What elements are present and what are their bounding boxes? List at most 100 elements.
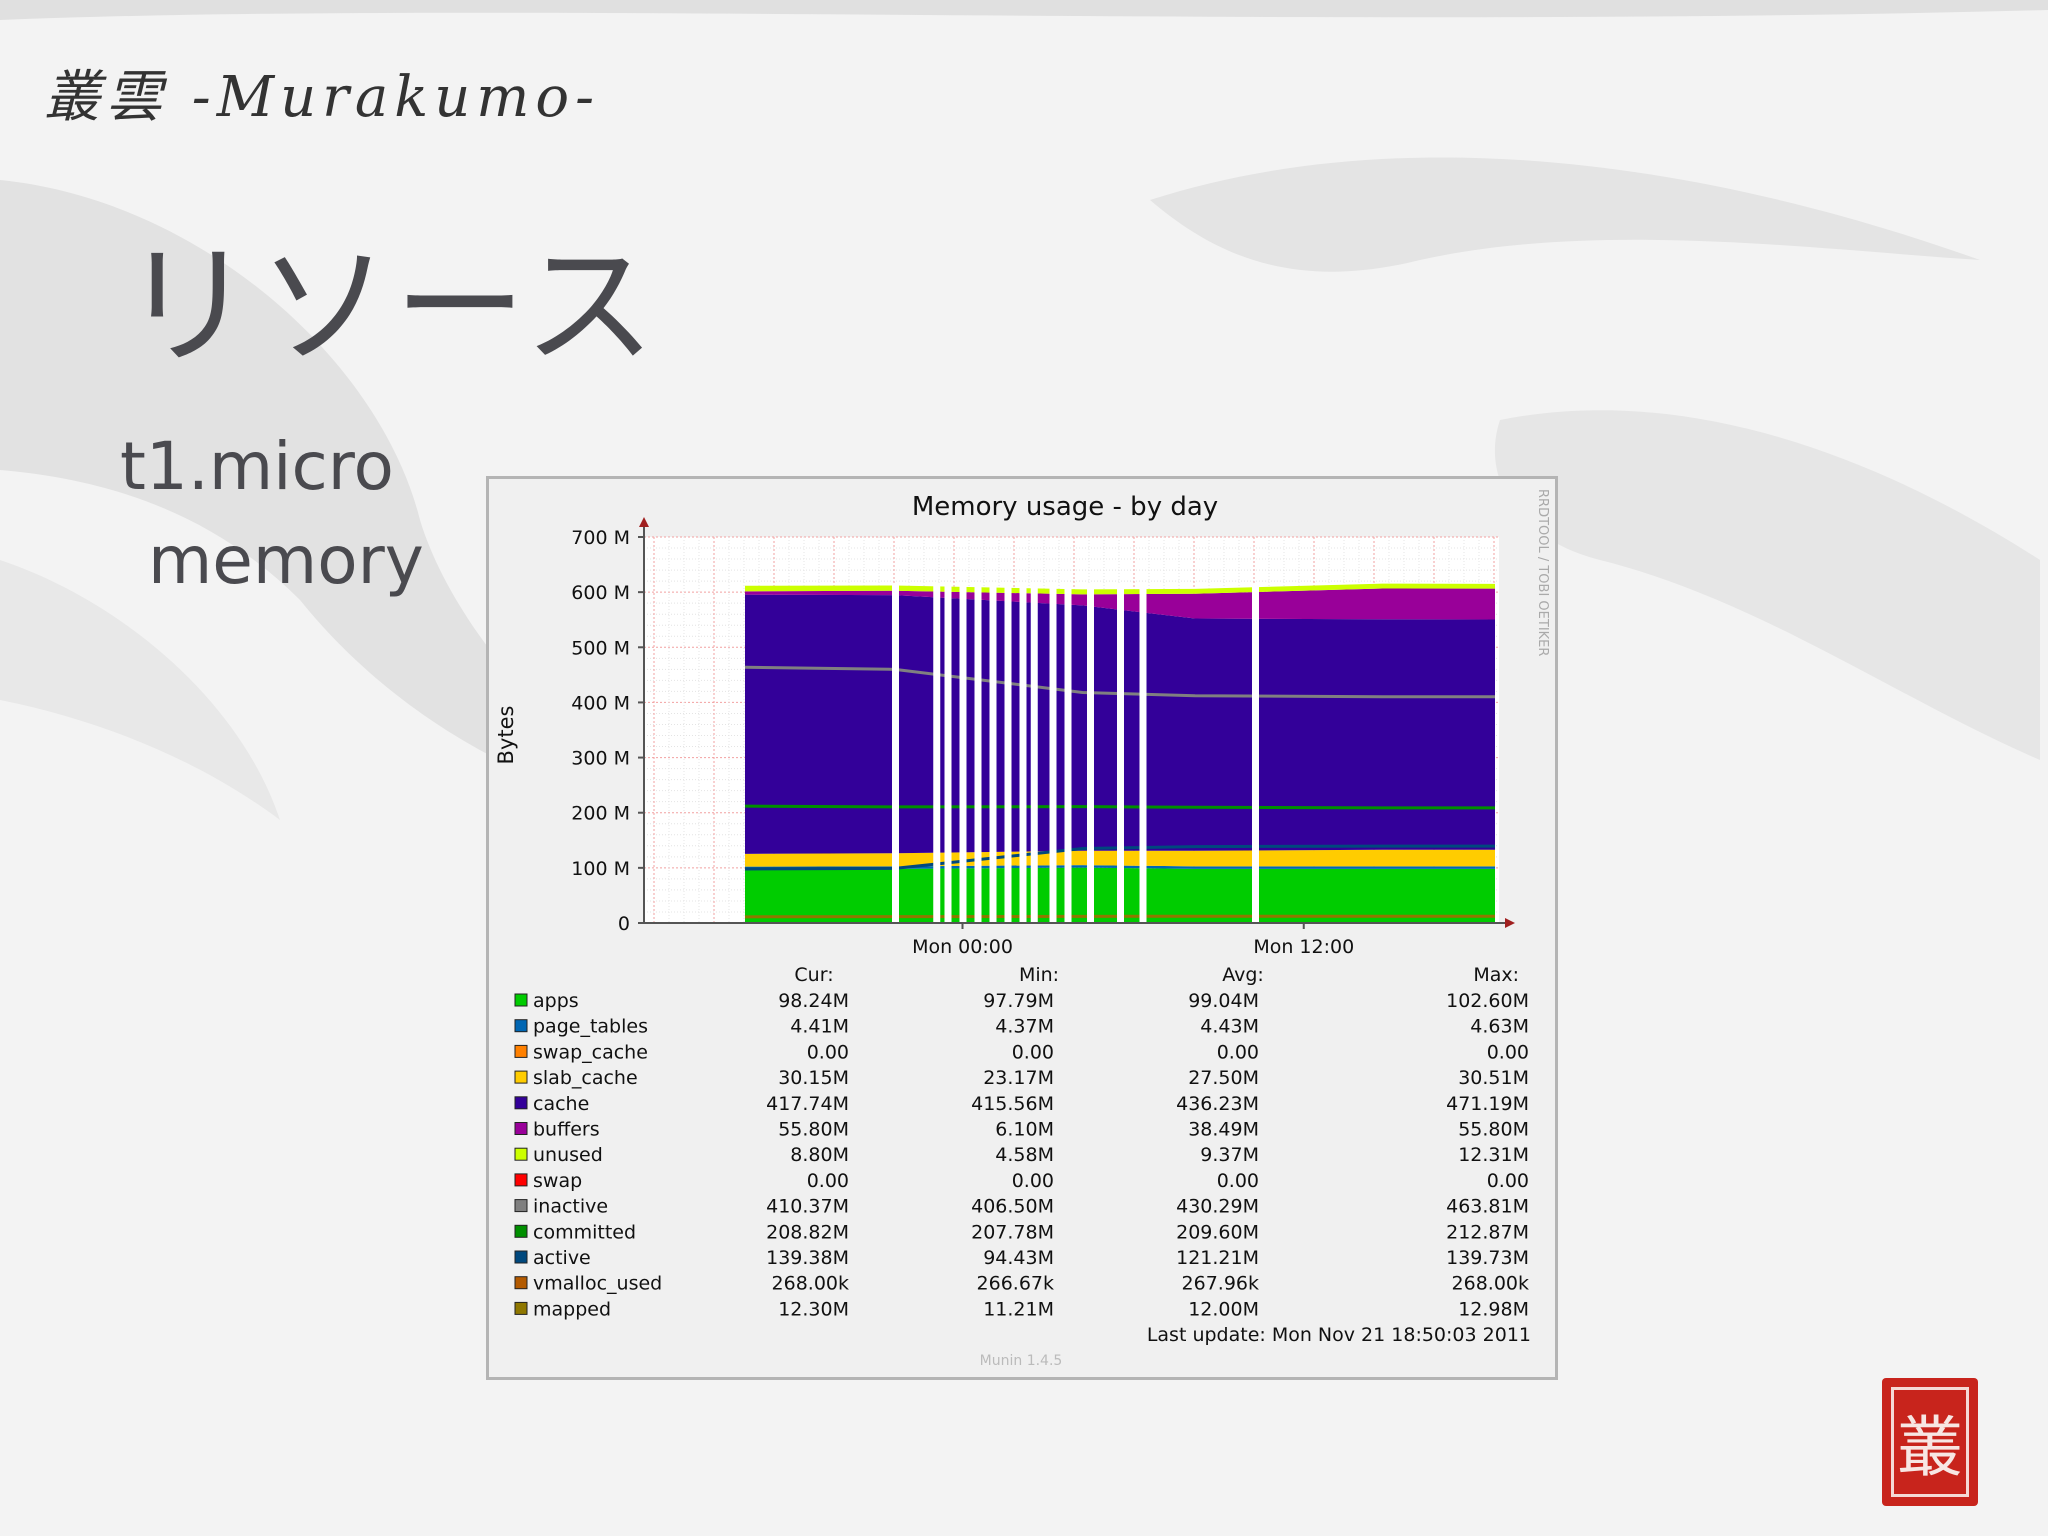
- line-mapped: [744, 914, 1495, 919]
- legend-value: 209.60M: [1176, 1221, 1259, 1243]
- legend-value: 415.56M: [971, 1093, 1054, 1115]
- legend-name: slab_cache: [533, 1067, 638, 1089]
- data-gap: [959, 583, 967, 923]
- legend-name: mapped: [533, 1298, 611, 1320]
- legend-header: Max:: [1473, 964, 1519, 986]
- legend-value: 417.74M: [766, 1093, 849, 1115]
- metric-label: memory: [148, 522, 424, 599]
- y-tick-label: 200 M: [571, 803, 630, 825]
- legend-swatch: [514, 1070, 528, 1084]
- data-gap: [1004, 583, 1012, 923]
- line-inactive: [744, 665, 1495, 699]
- legend-value: 0.00: [807, 1041, 849, 1063]
- legend-header: Min:: [1019, 964, 1059, 986]
- y-tick-label: 0: [618, 913, 630, 935]
- data-gap: [892, 583, 899, 923]
- slide-title: リソース: [122, 230, 660, 384]
- legend-name: committed: [533, 1221, 636, 1243]
- legend-value: 6.10M: [995, 1119, 1054, 1141]
- data-gap: [974, 583, 982, 923]
- data-gap: [1139, 583, 1147, 923]
- data-gap: [944, 583, 952, 923]
- legend-value: 9.37M: [1200, 1144, 1259, 1166]
- x-tick-label: Mon 12:00: [1253, 936, 1354, 958]
- legend-value: 4.37M: [995, 1016, 1054, 1038]
- legend-value: 12.98M: [1458, 1298, 1529, 1320]
- data-gap: [1049, 583, 1057, 923]
- legend-name: inactive: [533, 1196, 608, 1218]
- legend-name: unused: [533, 1144, 603, 1166]
- legend-value: 212.87M: [1446, 1221, 1529, 1243]
- legend-swatch: [514, 993, 528, 1007]
- legend-swatch: [514, 1147, 528, 1161]
- area-unused: [745, 583, 1495, 595]
- legend-swatch: [514, 1199, 528, 1213]
- legend-value: 410.37M: [766, 1196, 849, 1218]
- y-tick-label: 500 M: [571, 637, 630, 659]
- legend-value: 0.00: [1012, 1041, 1054, 1063]
- legend-value: 436.23M: [1176, 1093, 1259, 1115]
- legend-value: 266.67k: [977, 1273, 1054, 1295]
- legend-value: 267.96k: [1182, 1273, 1259, 1295]
- legend-name: swap: [533, 1170, 582, 1192]
- red-seal-stamp: 叢: [1882, 1378, 1978, 1506]
- legend-value: 12.30M: [778, 1298, 849, 1320]
- line-committed: [744, 804, 1495, 810]
- legend-value: 12.31M: [1458, 1144, 1529, 1166]
- legend-value: 97.79M: [983, 990, 1054, 1012]
- legend-value: 55.80M: [1458, 1119, 1529, 1141]
- legend-value: 12.00M: [1188, 1298, 1259, 1320]
- legend-swatch: [514, 1019, 528, 1033]
- legend-header: Cur:: [794, 964, 833, 986]
- legend-swatch: [514, 1173, 528, 1187]
- legend-value: 207.78M: [971, 1221, 1054, 1243]
- legend-value: 463.81M: [1446, 1196, 1529, 1218]
- rrdtool-credit: RRDTOOL / TOBI OETIKER: [1535, 489, 1550, 656]
- seal-character: 叢: [1891, 1387, 1969, 1497]
- legend-value: 121.21M: [1176, 1247, 1259, 1269]
- legend-swatch: [514, 1096, 528, 1110]
- legend-value: 4.43M: [1200, 1016, 1259, 1038]
- legend-value: 139.38M: [766, 1247, 849, 1269]
- data-gap: [989, 583, 997, 923]
- legend-swatch: [514, 1250, 528, 1264]
- y-axis-label: Bytes: [494, 706, 518, 765]
- legend-name: buffers: [533, 1119, 600, 1141]
- legend-value: 268.00k: [1452, 1273, 1529, 1295]
- data-gap: [933, 583, 941, 923]
- y-tick-label: 700 M: [571, 527, 630, 549]
- data-gap: [1019, 583, 1027, 923]
- legend-value: 406.50M: [971, 1196, 1054, 1218]
- munin-memory-chart: Memory usage - by day RRDTOOL / TOBI OET…: [486, 476, 1558, 1380]
- legend-value: 0.00: [1217, 1041, 1259, 1063]
- legend-name: page_tables: [533, 1016, 648, 1038]
- legend-name: active: [533, 1247, 591, 1269]
- x-tick-label: Mon 00:00: [912, 936, 1013, 958]
- legend-value: 268.00k: [772, 1273, 849, 1295]
- legend-value: 8.80M: [790, 1144, 849, 1166]
- legend-value: 208.82M: [766, 1221, 849, 1243]
- legend-value: 30.51M: [1458, 1067, 1529, 1089]
- legend-swatch: [514, 1224, 528, 1238]
- murakumo-logo: 叢雲 -Murakumo-: [44, 65, 601, 130]
- y-tick-label: 300 M: [571, 748, 630, 770]
- legend-value: 102.60M: [1446, 990, 1529, 1012]
- legend-value: 11.21M: [983, 1298, 1054, 1320]
- instance-type-label: t1.micro: [120, 428, 394, 505]
- legend-name: swap_cache: [533, 1041, 648, 1063]
- chart-canvas: Memory usage - by day RRDTOOL / TOBI OET…: [489, 479, 1555, 1377]
- legend-value: 23.17M: [983, 1067, 1054, 1089]
- data-gap: [1087, 583, 1094, 923]
- last-update: Last update: Mon Nov 21 18:50:03 2011: [1147, 1324, 1531, 1346]
- legend-name: cache: [533, 1093, 589, 1115]
- legend-value: 0.00: [1487, 1041, 1529, 1063]
- legend-value: 0.00: [1217, 1170, 1259, 1192]
- legend-value: 55.80M: [778, 1119, 849, 1141]
- data-gap: [1252, 583, 1259, 923]
- legend-swatch: [514, 1276, 528, 1290]
- legend-value: 0.00: [807, 1170, 849, 1192]
- data-gap: [1030, 583, 1038, 923]
- legend-value: 98.24M: [778, 990, 849, 1012]
- y-tick-label: 400 M: [571, 692, 630, 714]
- x-axis-arrow: [1505, 918, 1515, 928]
